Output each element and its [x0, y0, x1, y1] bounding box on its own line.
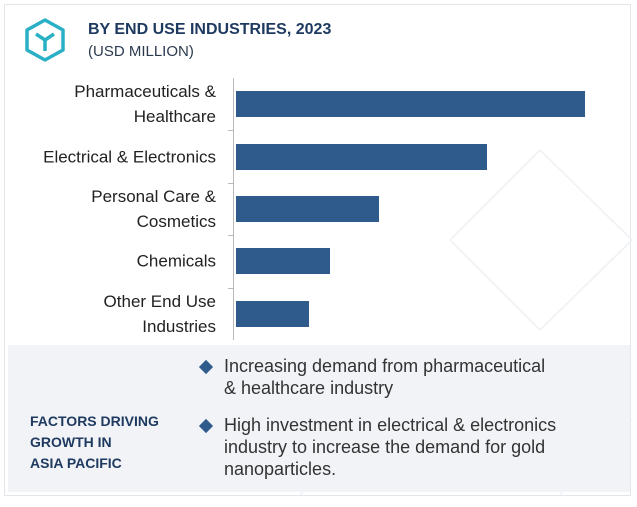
factors-title: FACTORS DRIVING GROWTH IN ASIA PACIFIC	[30, 413, 159, 471]
bar	[236, 91, 585, 118]
bar	[236, 196, 380, 222]
bar	[236, 300, 310, 327]
y-tick-label: Personal Care & Cosmetics	[91, 187, 216, 231]
tick-mark	[228, 130, 233, 132]
y-tick-label: Pharmaceuticals & Healthcare	[74, 82, 216, 127]
y-tick-label: Other End Use Industries	[103, 291, 216, 336]
y-tick-label: Electrical & Electronics	[43, 147, 216, 167]
chart-title: BY END USE INDUSTRIES, 2023	[88, 21, 332, 38]
card	[4, 4, 631, 496]
factors-panel	[8, 345, 630, 492]
axis-line	[233, 78, 234, 340]
tick-mark	[228, 235, 233, 237]
factor-item: Increasing demand from pharmaceutical & …	[224, 356, 546, 398]
bar	[236, 248, 331, 275]
tick-mark	[228, 182, 233, 184]
factor-item: High investment in electrical & electron…	[224, 415, 557, 479]
y-tick-label: Chemicals	[136, 251, 216, 271]
bar	[236, 143, 488, 170]
tick-mark	[228, 287, 233, 289]
chart-subtitle: (USD MILLION)	[88, 43, 194, 60]
